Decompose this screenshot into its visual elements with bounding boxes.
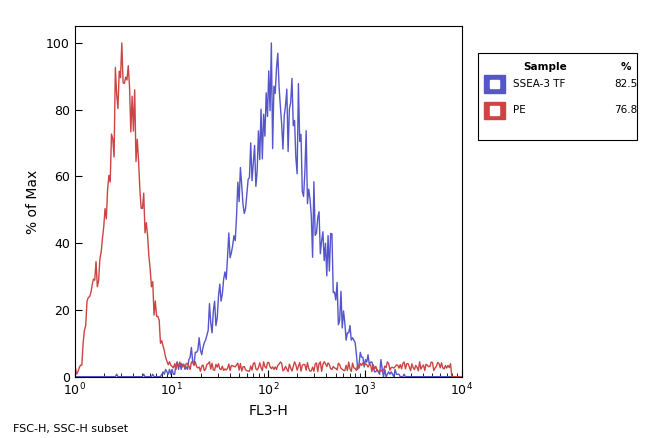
Text: SSEA-3 TF: SSEA-3 TF bbox=[513, 79, 565, 89]
Bar bbox=[484, 102, 505, 119]
Text: Sample: Sample bbox=[523, 62, 567, 71]
Text: 82.5: 82.5 bbox=[614, 79, 638, 89]
Bar bbox=[489, 106, 499, 115]
Y-axis label: % of Max: % of Max bbox=[27, 170, 40, 233]
Bar bbox=[484, 75, 505, 93]
Bar bbox=[489, 80, 499, 88]
Text: 76.8: 76.8 bbox=[614, 106, 638, 115]
Text: %: % bbox=[621, 62, 631, 71]
X-axis label: FL3-H: FL3-H bbox=[248, 404, 288, 418]
Text: FSC-H, SSC-H subset: FSC-H, SSC-H subset bbox=[13, 424, 128, 434]
Text: PE: PE bbox=[513, 106, 526, 115]
